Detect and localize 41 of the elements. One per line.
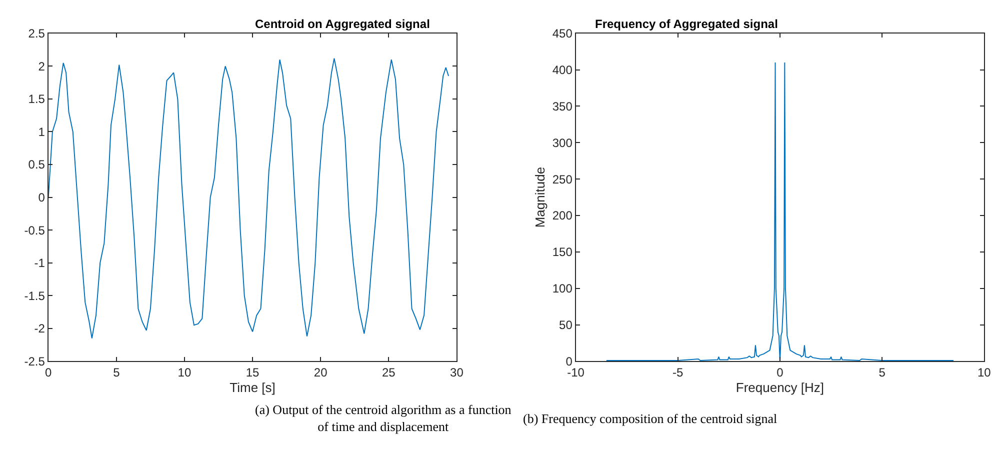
x-tick-label: 10 xyxy=(178,366,192,380)
y-tick-label: -1 xyxy=(34,256,46,270)
x-tick-label: 5 xyxy=(878,366,886,380)
y-tick-label: -1.5 xyxy=(24,288,46,303)
text: (a) Output of the centroid algorithm as a function of time and displacement xyxy=(255,402,512,434)
y-tick-label: 0.5 xyxy=(28,158,46,172)
text: (b) Frequency composition of the centroid signal xyxy=(523,411,778,426)
y-tick-label: 1.5 xyxy=(28,92,46,106)
x-axis-title: Frequency [Hz] xyxy=(736,380,824,396)
x-tick-label: 0 xyxy=(776,366,784,380)
y-tick-label: 250 xyxy=(552,172,573,186)
chart-title: Centroid on Aggregated signal xyxy=(255,17,430,31)
x-tick-label: 20 xyxy=(314,366,328,380)
y-tick-label: 300 xyxy=(552,136,573,150)
y-tick-label: 350 xyxy=(552,99,573,114)
y-tick-label: 1 xyxy=(38,124,46,139)
y-tick-label: 100 xyxy=(552,282,573,296)
y-tick-label: -0.5 xyxy=(24,223,46,238)
y-tick-label: 0 xyxy=(38,190,46,204)
y-tick-label: 200 xyxy=(552,208,573,223)
line-series xyxy=(48,58,450,339)
y-tick-label: 2.5 xyxy=(28,26,46,41)
x-tick-label: 15 xyxy=(246,366,260,380)
x-tick-label: -10 xyxy=(567,366,585,380)
y-tick-label: 450 xyxy=(552,26,573,41)
y-axis-title: Magnitude xyxy=(532,166,548,228)
y-tick-label: -2.5 xyxy=(24,354,46,368)
x-tick-label: 30 xyxy=(450,366,464,380)
y-tick-label: 50 xyxy=(559,318,573,332)
x-axis-title: Time [s] xyxy=(230,380,276,396)
line-series xyxy=(606,62,954,362)
x-tick-label: 5 xyxy=(113,366,120,380)
x-tick-label: 25 xyxy=(382,366,396,380)
y-tick-label: 0 xyxy=(566,354,573,368)
y-tick-label: 2 xyxy=(38,59,46,74)
x-tick-label: 10 xyxy=(977,366,992,380)
chart-title: Frequency of Aggregated signal xyxy=(595,17,778,31)
x-tick-label: -5 xyxy=(672,366,684,380)
y-tick-label: 400 xyxy=(552,63,573,78)
y-tick-label: -2 xyxy=(34,322,46,336)
y-tick-label: 150 xyxy=(552,245,573,260)
